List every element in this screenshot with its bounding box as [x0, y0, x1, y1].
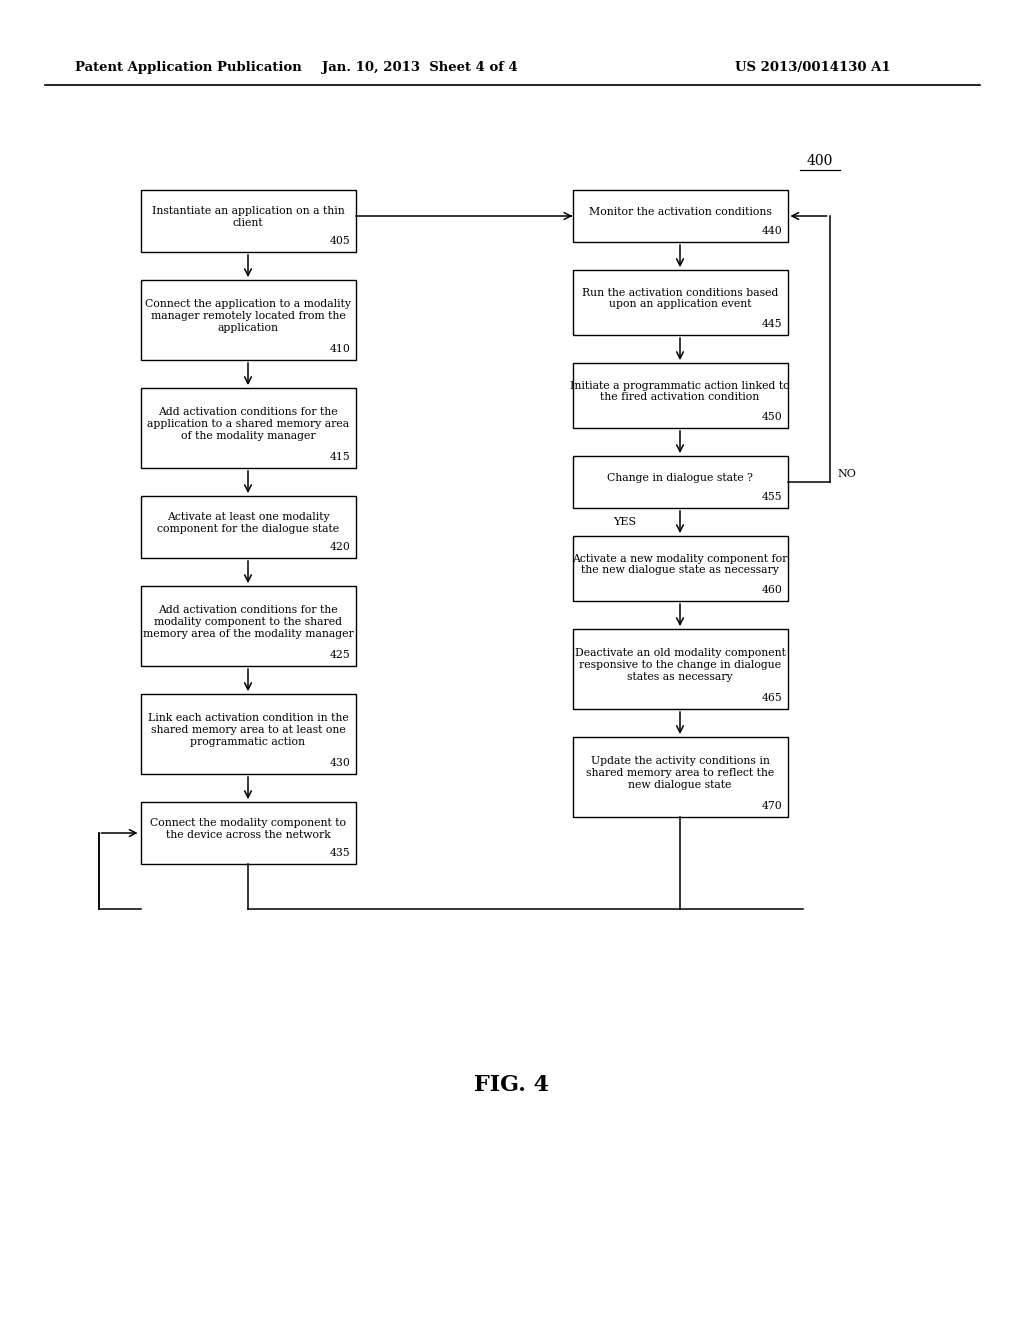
Bar — [572, 271, 787, 335]
Text: Change in dialogue state ?: Change in dialogue state ? — [607, 473, 753, 483]
Bar — [140, 388, 355, 469]
Text: 400: 400 — [807, 154, 834, 168]
Text: Add activation conditions for the
application to a shared memory area
of the mod: Add activation conditions for the applic… — [146, 408, 349, 441]
Bar — [140, 280, 355, 360]
Text: Patent Application Publication: Patent Application Publication — [75, 62, 302, 74]
Bar — [140, 803, 355, 865]
Text: Instantiate an application on a thin
client: Instantiate an application on a thin cli… — [152, 206, 344, 228]
Bar — [572, 630, 787, 709]
Text: Connect the modality component to
the device across the network: Connect the modality component to the de… — [150, 818, 346, 840]
Text: 460: 460 — [762, 585, 782, 595]
Text: 410: 410 — [330, 345, 350, 354]
Text: Update the activity conditions in
shared memory area to reflect the
new dialogue: Update the activity conditions in shared… — [586, 756, 774, 789]
Text: FIG. 4: FIG. 4 — [474, 1074, 550, 1096]
Text: Activate a new modality component for
the new dialogue state as necessary: Activate a new modality component for th… — [572, 553, 787, 576]
Text: Connect the application to a modality
manager remotely located from the
applicat: Connect the application to a modality ma… — [145, 300, 351, 333]
Bar — [572, 190, 787, 242]
Text: 465: 465 — [762, 693, 782, 704]
Bar — [140, 190, 355, 252]
Text: YES: YES — [613, 517, 637, 527]
Text: Jan. 10, 2013  Sheet 4 of 4: Jan. 10, 2013 Sheet 4 of 4 — [323, 62, 518, 74]
Text: Add activation conditions for the
modality component to the shared
memory area o: Add activation conditions for the modali… — [142, 606, 353, 639]
Bar — [140, 496, 355, 558]
Text: 445: 445 — [762, 319, 782, 329]
Text: Initiate a programmatic action linked to
the fired activation condition: Initiate a programmatic action linked to… — [570, 380, 790, 403]
Text: 455: 455 — [762, 492, 782, 502]
Bar — [572, 363, 787, 428]
Text: 425: 425 — [330, 649, 350, 660]
Text: Link each activation condition in the
shared memory area to at least one
program: Link each activation condition in the sh… — [147, 713, 348, 747]
Bar — [572, 536, 787, 601]
Bar — [140, 586, 355, 667]
Bar — [572, 737, 787, 817]
Text: 405: 405 — [330, 236, 350, 246]
Text: 415: 415 — [330, 451, 350, 462]
Text: US 2013/0014130 A1: US 2013/0014130 A1 — [735, 62, 891, 74]
Text: NO: NO — [838, 469, 856, 479]
Text: Deactivate an old modality component
responsive to the change in dialogue
states: Deactivate an old modality component res… — [574, 648, 785, 681]
Text: 450: 450 — [762, 412, 782, 422]
Text: Run the activation conditions based
upon an application event: Run the activation conditions based upon… — [582, 288, 778, 309]
Text: 435: 435 — [330, 847, 350, 858]
Text: 430: 430 — [330, 758, 350, 768]
Text: 470: 470 — [762, 801, 782, 810]
Text: Activate at least one modality
component for the dialogue state: Activate at least one modality component… — [157, 512, 339, 533]
Bar — [572, 455, 787, 508]
Text: Monitor the activation conditions: Monitor the activation conditions — [589, 207, 771, 216]
Text: 420: 420 — [330, 543, 350, 552]
Text: 440: 440 — [762, 226, 782, 236]
Bar — [140, 694, 355, 774]
